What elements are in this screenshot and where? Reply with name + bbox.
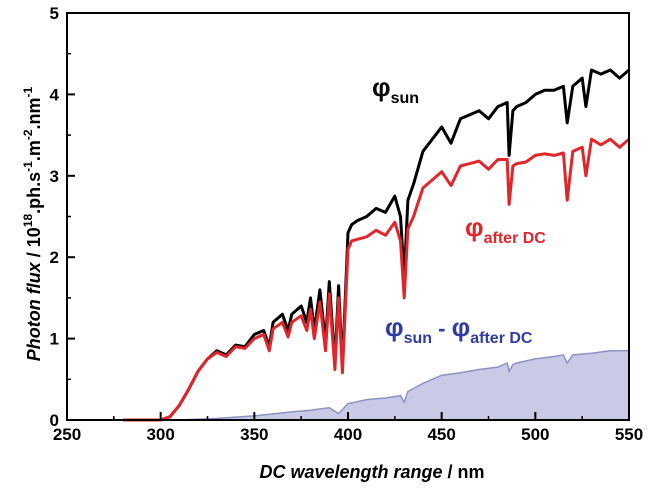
y-tick-label: 2 xyxy=(50,248,59,267)
annotation-diff-a-base: φ xyxy=(385,312,404,342)
annotation-diff-b-sub: after DC xyxy=(470,330,533,347)
x-tick-label: 250 xyxy=(53,425,81,444)
x-tick-label: 550 xyxy=(615,425,643,444)
x-axis-ticks: 250 300 350 400 450 500 550 xyxy=(53,412,643,444)
y-tick-label: 0 xyxy=(50,411,59,430)
x-tick-label: 450 xyxy=(427,425,455,444)
annotation-phi-after-dc: φafter DC xyxy=(465,212,546,247)
series-line-difference xyxy=(123,350,629,421)
y-tick-label: 5 xyxy=(50,4,59,23)
y-tick-label: 3 xyxy=(50,167,59,186)
y-tick-label: 1 xyxy=(50,330,59,349)
difference-area-layer xyxy=(123,350,629,421)
series-area-difference xyxy=(123,350,629,420)
annotation-phi-sun: φsun xyxy=(372,72,419,107)
annotation-phi-sun-base: φ xyxy=(372,72,391,102)
x-tick-label: 350 xyxy=(240,425,268,444)
annotation-difference: φsun - φafter DC xyxy=(385,312,533,347)
y-axis-title-exp1: 18 xyxy=(21,214,35,228)
x-axis-title-lead: DC wavelength range xyxy=(259,462,442,482)
y-axis-ticks: 0 1 2 3 4 5 xyxy=(50,4,75,430)
x-tick-label: 300 xyxy=(146,425,174,444)
annotation-diff-b-base: φ xyxy=(452,312,471,342)
y-axis-title-exp2: -1 xyxy=(21,161,35,172)
y-axis-title-mid1: .ph.s xyxy=(24,172,44,214)
annotation-diff-op: - xyxy=(432,316,452,341)
y-axis-title-lead: Photon flux xyxy=(24,261,44,361)
y-axis-title: Photon flux / 1018.ph.s-1.m-2.nm-1 xyxy=(21,86,44,361)
x-axis-title-unit: / nm xyxy=(443,462,485,482)
series-line-phi-sun xyxy=(123,68,630,422)
x-tick-label: 400 xyxy=(334,425,362,444)
y-axis-title-unit-base: / 10 xyxy=(24,227,44,262)
y-axis-title-exp4: -1 xyxy=(21,86,35,97)
annotation-phi-after-dc-base: φ xyxy=(465,212,484,242)
x-tick-label: 500 xyxy=(521,425,549,444)
x-axis-title: DC wavelength range / nm xyxy=(259,462,484,482)
series-lines-layer xyxy=(123,68,630,422)
y-axis-title-mid2: .m xyxy=(24,140,44,161)
annotation-phi-sun-sub: sun xyxy=(391,90,419,107)
y-axis-title-mid3: .nm xyxy=(24,97,44,129)
annotation-phi-after-dc-sub: after DC xyxy=(484,230,547,247)
y-axis-title-exp3: -2 xyxy=(21,129,35,140)
series-line-phi-after-dc xyxy=(123,137,630,422)
y-tick-label: 4 xyxy=(50,85,60,104)
annotation-diff-a-sub: sun xyxy=(404,330,432,347)
